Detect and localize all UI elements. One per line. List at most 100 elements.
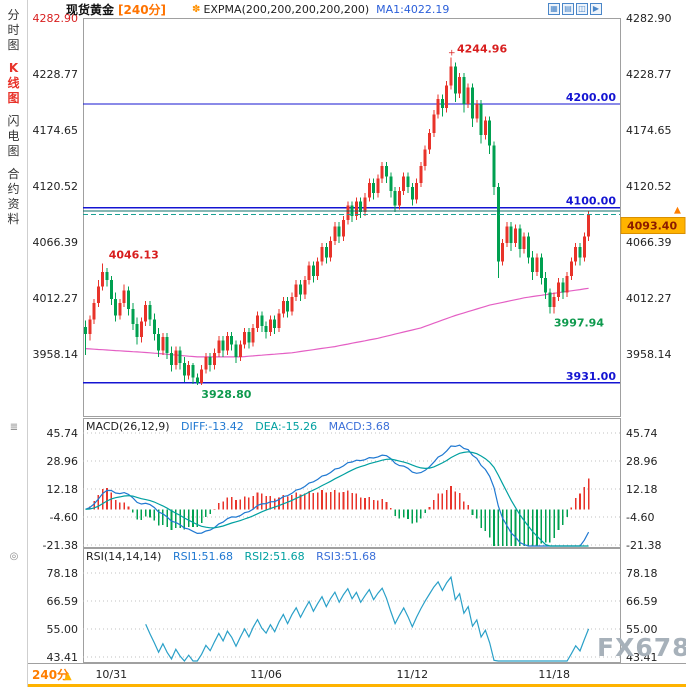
candle-body — [109, 280, 113, 299]
macd-panel-menu-icon[interactable]: ≣ — [9, 422, 19, 433]
candle-body — [471, 87, 474, 119]
candle-body — [561, 282, 565, 293]
candle-body — [217, 340, 221, 353]
bottom-period-label[interactable]: 240分 — [32, 667, 69, 682]
candle-body — [84, 326, 87, 335]
indicator-icon: ✽ — [192, 3, 201, 15]
period-up-arrow-icon[interactable]: ▲ — [64, 671, 72, 682]
candle-body — [290, 296, 294, 312]
candle-body — [204, 356, 208, 370]
x-axis-date-label: 11/18 — [538, 668, 570, 681]
play-icon[interactable]: ▶ — [590, 3, 602, 15]
macd-tick-right: -21.38 — [626, 539, 661, 552]
candle-body — [410, 186, 414, 200]
main-y-tick-right: 4012.27 — [626, 292, 672, 305]
macd-tick-left: -21.38 — [43, 539, 78, 552]
candle-body — [161, 337, 165, 351]
sidebar-item-fenshi[interactable]: 分时图 — [7, 8, 20, 52]
candle-body — [178, 350, 182, 364]
rsi-tick-right: 66.59 — [626, 595, 658, 608]
rsi-panel-menu-icon[interactable]: ◎ — [9, 551, 19, 562]
rsi-tick-right: 43.41 — [626, 651, 658, 664]
candle-body — [509, 226, 513, 243]
expma-indicator-label[interactable]: EXPMA(200,200,200,200,200) — [203, 2, 370, 16]
candle-body — [96, 286, 100, 304]
price-annotation: 3928.80 — [201, 388, 251, 401]
candle-body — [367, 182, 371, 198]
candle-body — [320, 247, 324, 262]
candle-body — [230, 336, 234, 345]
candle-body — [281, 300, 285, 314]
candle-body — [256, 315, 259, 328]
main-y-tick-left: 4282.90 — [33, 12, 79, 25]
candle-body — [273, 319, 277, 328]
candle-body — [372, 182, 376, 194]
ma1-value: MA1:4022.19 — [376, 2, 450, 16]
period-tag[interactable]: [240分] — [118, 2, 167, 17]
candle-body — [135, 323, 139, 338]
candle-body — [397, 191, 401, 206]
candle-body — [569, 261, 573, 277]
candle-body — [148, 305, 152, 320]
candle-body — [286, 300, 290, 312]
candle-body — [152, 319, 156, 335]
price-annotation: 4244.96 — [457, 42, 507, 55]
bottom-accent-bar — [0, 684, 686, 687]
candle-body — [363, 197, 367, 212]
macd-tick-left: 12.18 — [47, 483, 79, 496]
candle-body — [139, 321, 143, 338]
candle-body — [122, 290, 126, 304]
peak-marker-icon: + — [448, 48, 456, 58]
rsi3-value: RSI3:51.68 — [316, 550, 377, 563]
candle-body — [514, 228, 517, 243]
candle-body — [268, 319, 272, 333]
candle-body — [492, 145, 496, 187]
macd-tick-right: -4.60 — [626, 511, 654, 524]
candle-body — [307, 265, 311, 281]
macd-tick-left: -4.60 — [50, 511, 78, 524]
candle-body — [165, 337, 169, 353]
price-up-arrow-icon[interactable]: ▲ — [674, 206, 681, 216]
macd-tick-right: 28.96 — [626, 455, 658, 468]
price-annotation: 3997.94 — [554, 316, 604, 329]
candle-body — [393, 191, 397, 206]
macd-dea-value: DEA:-15.26 — [255, 420, 318, 433]
candle-body — [299, 284, 302, 295]
macd-title[interactable]: MACD(26,12,9) — [86, 420, 170, 433]
candle-body — [213, 352, 216, 366]
x-axis-date-label: 10/31 — [95, 668, 127, 681]
layout-grid-icon[interactable]: ▦ — [548, 3, 560, 15]
rsi-tick-left: 66.59 — [47, 595, 79, 608]
candle-body — [329, 240, 333, 258]
candle-body — [144, 305, 148, 322]
candle-body — [200, 369, 204, 383]
candle-body — [402, 176, 406, 192]
candle-body — [458, 77, 462, 94]
candle-body — [488, 120, 492, 146]
rsi-title[interactable]: RSI(14,14,14) — [86, 550, 162, 563]
candle-body — [105, 271, 109, 281]
current-price-value: 4093.40 — [627, 220, 677, 233]
main-y-tick-right: 4174.65 — [626, 124, 672, 137]
sidebar-item-shandian[interactable]: 闪电图 — [7, 114, 20, 158]
candle-body — [587, 214, 591, 237]
candle-body — [578, 247, 582, 258]
layout-columns-icon[interactable]: ◫ — [576, 3, 588, 15]
candle-body — [415, 182, 419, 200]
sidebar-item-kline[interactable]: K线图 — [7, 61, 20, 105]
candle-body — [522, 236, 526, 250]
candle-body — [449, 66, 453, 86]
candle-body — [195, 377, 199, 383]
rsi2-value: RSI2:51.68 — [244, 550, 305, 563]
layout-rows-icon[interactable]: ▤ — [562, 3, 574, 15]
expma-line — [85, 287, 589, 358]
candle-body — [251, 327, 255, 343]
candle-body — [505, 226, 509, 243]
macd-tick-left: 28.96 — [47, 455, 79, 468]
candle-body — [582, 236, 586, 258]
sidebar-item-heyue[interactable]: 合约资料 — [7, 167, 20, 226]
candle-body — [428, 133, 431, 150]
candle-body — [380, 166, 384, 179]
candle-body — [118, 303, 122, 316]
